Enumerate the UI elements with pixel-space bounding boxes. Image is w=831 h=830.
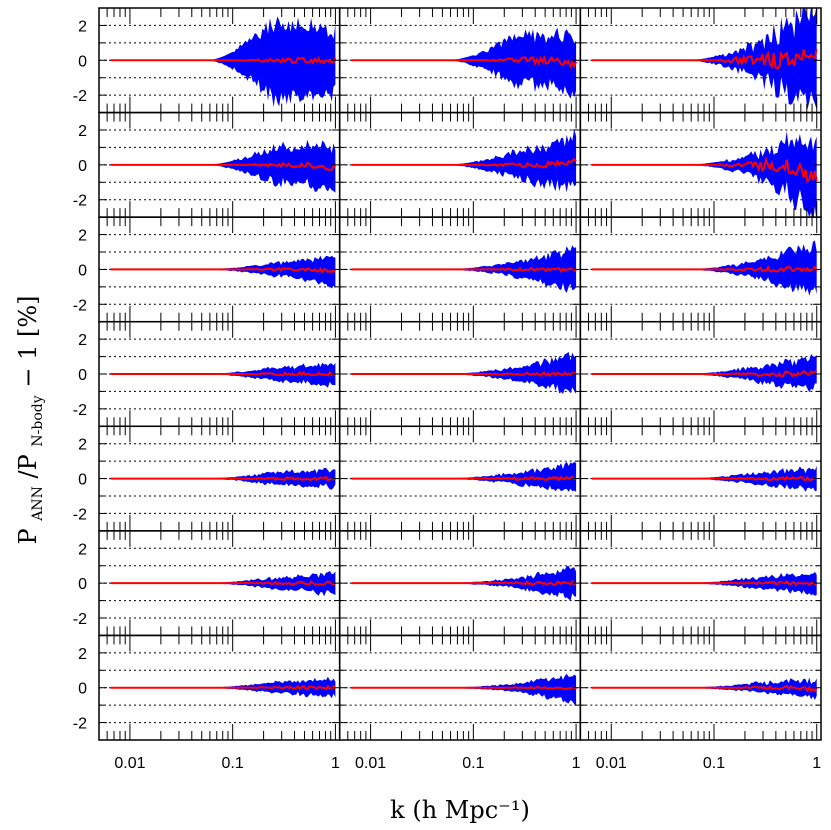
median-line [351,266,577,274]
panel-frame [579,634,822,741]
y-label-tail: − 1 [%] [14,296,42,388]
y-tick-label: 2 [78,646,87,663]
x-tick-label: 0.01 [114,755,145,772]
y-tick-label: 2 [78,123,87,140]
y-tick-label: -2 [73,193,87,210]
panel-r2-c1 [98,111,341,218]
median-line [592,580,817,587]
median-line [592,475,817,482]
x-tick-label: 1 [572,755,581,772]
median-line [592,684,818,693]
panel-r1-c1 [98,7,341,114]
median-line [351,370,577,378]
y-label-sub1: ANN [30,486,46,522]
panel-r6-c1 [98,530,341,637]
median-line [592,155,818,184]
panel-r7-c1 [98,634,341,741]
median-line [592,48,818,71]
y-tick-label: 0 [78,472,87,489]
panel-r3-c3 [579,216,822,323]
error-band [110,362,336,388]
error-band [110,16,336,108]
median-line [351,475,577,482]
x-tick-label: 1 [812,755,821,772]
median-line [110,684,337,691]
panel-r2-c2 [338,111,582,218]
median-line [351,579,577,586]
panel-r6-c2 [338,530,582,637]
x-tick-label: 1 [331,755,340,772]
x-tick-label: 0.1 [462,755,484,772]
x-axis-label: k (h Mpc⁻¹) [390,796,530,824]
panel-r1-c2 [338,7,582,114]
median-line [110,475,337,482]
median-line [592,369,818,378]
median-line [351,685,577,691]
y-tick-label: 2 [78,332,87,349]
y-tick-label: 2 [78,541,87,558]
median-line [592,265,818,273]
y-tick-label: 0 [78,53,87,70]
error-band [351,128,577,193]
panel-r4-c2 [338,320,582,428]
median-line [110,55,337,65]
y-tick-label: -2 [73,716,87,733]
median-line [110,579,336,587]
median-line [351,157,577,169]
median-line [110,161,336,172]
y-tick-label: 0 [78,576,87,593]
error-band [351,351,577,394]
panel-r1-c3 [579,7,822,114]
error-band [592,677,817,700]
panel-r5-c3 [579,425,822,532]
panel-r2-c3 [579,111,822,218]
panel-r5-c2 [338,425,582,532]
y-label-base1: P [14,528,42,544]
y-tick-label: 0 [78,681,87,698]
y-tick-label: -2 [73,611,87,628]
error-band [351,27,577,99]
median-line [110,266,336,274]
y-label-sub2: N-body [30,395,46,446]
panel-r4-c3 [579,320,822,428]
error-band [592,571,817,596]
y-axis-label: P ANN /P N-body − 1 [%] [14,296,48,545]
y-tick-label: -2 [73,506,87,523]
y-label-mid: /P [14,454,42,478]
panel-grid [98,7,822,741]
y-tick-label: -2 [73,88,87,105]
panel-r5-c1 [98,425,341,532]
error-band [351,461,577,492]
panel-r3-c2 [338,216,582,323]
y-tick-label: 0 [78,367,87,384]
y-tick-label: -2 [73,402,87,419]
median-line [351,54,578,70]
error-band [592,240,817,296]
error-band [592,8,817,110]
y-tick-label: 0 [78,262,87,279]
x-tick-label: 0.1 [703,755,725,772]
error-band [110,139,336,193]
y-tick-label: -2 [73,297,87,314]
y-tick-label: 2 [78,437,87,454]
x-tick-label: 0.1 [222,755,244,772]
panel-r7-c3 [579,634,822,741]
x-tick-label: 0.01 [355,755,386,772]
median-line [110,370,336,377]
y-tick-label: 0 [78,158,87,175]
y-tick-label: 2 [78,228,87,245]
panel-r7-c2 [338,634,582,741]
y-tick-label: 2 [78,18,87,35]
error-band [351,673,577,706]
panel-r6-c3 [579,530,822,637]
panel-r3-c1 [98,216,341,323]
panel-r4-c1 [98,320,341,428]
x-tick-label: 0.01 [596,755,627,772]
error-band [592,131,817,218]
error-band [110,255,336,289]
tick-labels: -2 0 2 -2 0 2 -2 0 2 -2 0 2 -2 0 2 -2 0 2 -2 0 2 0.01 0.1 1 0.01… [73,18,822,772]
